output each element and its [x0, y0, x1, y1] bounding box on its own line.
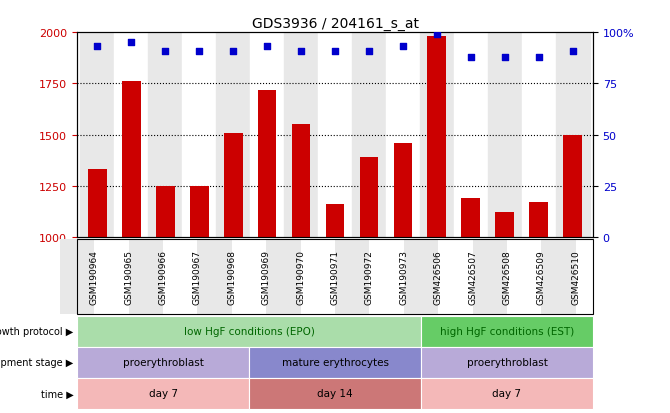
Point	[262, 44, 273, 51]
Bar	[190, 186, 208, 237]
Text: development stage ▶: development stage ▶	[0, 357, 74, 368]
Point	[194, 48, 204, 55]
Bar	[386, 33, 420, 237]
Bar	[318, 33, 352, 237]
Text: GSM190969: GSM190969	[262, 249, 271, 304]
Bar	[80, 33, 115, 237]
Bar	[420, 33, 454, 237]
Bar	[284, 33, 318, 237]
Text: GSM426506: GSM426506	[433, 249, 443, 304]
Title: GDS3936 / 204161_s_at: GDS3936 / 204161_s_at	[251, 17, 419, 31]
Point	[567, 48, 578, 55]
Point	[499, 54, 510, 61]
Bar	[529, 203, 548, 237]
Bar	[122, 82, 141, 237]
Point	[533, 54, 544, 61]
Text: high HgF conditions (EST): high HgF conditions (EST)	[440, 326, 574, 337]
Bar	[555, 33, 590, 237]
Text: mature erythrocytes: mature erythrocytes	[281, 357, 389, 368]
Bar	[250, 33, 284, 237]
Text: GSM190971: GSM190971	[330, 249, 340, 304]
Text: proerythroblast: proerythroblast	[123, 357, 204, 368]
Bar	[115, 33, 148, 237]
Bar	[495, 213, 514, 237]
Text: GSM190972: GSM190972	[365, 249, 374, 304]
Text: time ▶: time ▶	[41, 388, 74, 399]
Bar	[224, 133, 243, 237]
Bar	[148, 33, 182, 237]
Text: low HgF conditions (EPO): low HgF conditions (EPO)	[184, 326, 314, 337]
Bar	[462, 199, 480, 237]
Bar	[291, 125, 310, 237]
Text: GSM190968: GSM190968	[227, 249, 237, 304]
Point	[160, 48, 171, 55]
Text: GSM190965: GSM190965	[124, 249, 133, 304]
Text: GSM190973: GSM190973	[399, 249, 408, 304]
Text: GSM190966: GSM190966	[159, 249, 168, 304]
Bar	[216, 33, 250, 237]
Bar	[563, 135, 582, 237]
Text: day 14: day 14	[317, 388, 353, 399]
Bar	[488, 33, 522, 237]
Point	[295, 48, 306, 55]
Text: GSM426508: GSM426508	[502, 249, 511, 304]
Bar	[326, 205, 344, 237]
Point	[466, 54, 476, 61]
Text: growth protocol ▶: growth protocol ▶	[0, 326, 74, 337]
Bar	[88, 170, 107, 237]
Text: GSM190964: GSM190964	[90, 249, 98, 304]
Bar	[393, 143, 412, 237]
Bar	[427, 37, 446, 237]
Bar	[360, 158, 379, 237]
Point	[431, 32, 442, 38]
Text: day 7: day 7	[149, 388, 178, 399]
Point	[228, 48, 239, 55]
Text: GSM426509: GSM426509	[537, 249, 546, 304]
Text: proerythroblast: proerythroblast	[466, 357, 547, 368]
Text: GSM426507: GSM426507	[468, 249, 477, 304]
Text: day 7: day 7	[492, 388, 521, 399]
Bar	[522, 33, 555, 237]
Text: GSM190970: GSM190970	[296, 249, 305, 304]
Point	[126, 40, 137, 47]
Point	[397, 44, 408, 51]
Point	[330, 48, 340, 55]
Point	[364, 48, 375, 55]
Bar	[182, 33, 216, 237]
Point	[92, 44, 103, 51]
Bar	[352, 33, 386, 237]
Bar	[258, 90, 277, 237]
Bar	[156, 186, 175, 237]
Text: GSM426510: GSM426510	[572, 249, 580, 304]
Bar	[454, 33, 488, 237]
Text: GSM190967: GSM190967	[193, 249, 202, 304]
